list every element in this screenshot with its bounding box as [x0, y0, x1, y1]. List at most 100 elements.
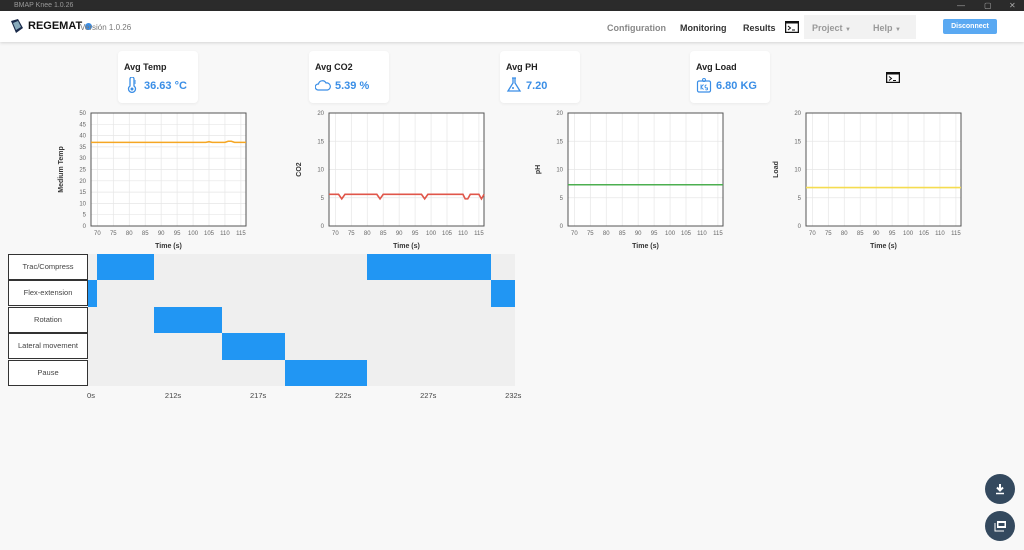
cloud-icon: [315, 80, 331, 91]
row-label-lateral-movement: Lateral movement: [8, 333, 88, 359]
thermometer-icon: [127, 77, 137, 93]
x-tick-label: 85: [857, 231, 864, 237]
timeline-segment-trac-compress: [366, 254, 492, 281]
x-tick-label: 85: [142, 231, 149, 237]
row-label-trac-compress: Trac/Compress: [8, 254, 88, 280]
timeline-segment-lateral-movement: [222, 333, 286, 360]
terminal-icon[interactable]: [886, 72, 900, 83]
plot-border: [90, 112, 247, 227]
disconnect-button[interactable]: Disconnect: [943, 19, 997, 34]
x-axis-label: Time (s): [393, 243, 420, 250]
card-value: 36.63 °C: [144, 80, 187, 92]
y-tick-label: 10: [79, 201, 86, 207]
window-title: BMAP Knee 1.0.26: [14, 2, 74, 9]
nav-monitoring[interactable]: Monitoring: [680, 23, 727, 33]
x-tick-label: 70: [809, 231, 816, 237]
version-label: Versión 1.0.26: [80, 23, 132, 32]
x-tick-label: 105: [204, 231, 215, 237]
timeline-tick-label: 227s: [420, 391, 437, 400]
brand-name: REGEMAT: [28, 20, 83, 32]
card-label: Avg CO2: [315, 62, 353, 72]
flask-icon: [506, 77, 522, 92]
y-tick-label: 5: [321, 196, 325, 202]
x-tick-label: 110: [458, 231, 468, 237]
export-image-button[interactable]: [985, 511, 1015, 541]
y-tick-label: 50: [79, 111, 86, 117]
x-tick-label: 85: [619, 231, 626, 237]
title-bar: BMAP Knee 1.0.26 — ▢ ✕: [0, 0, 1024, 11]
timeline-tick-label: 232s: [505, 391, 522, 400]
y-tick-label: 5: [83, 213, 87, 219]
timeline-area: [88, 254, 515, 386]
card-label: Avg Load: [696, 62, 737, 72]
y-tick-label: 5: [560, 196, 564, 202]
download-button[interactable]: [985, 474, 1015, 504]
timeline-tick-label: 212s: [164, 391, 182, 400]
x-axis-label: Time (s): [870, 243, 897, 250]
y-axis-label: Medium Temp: [58, 146, 65, 193]
y-tick-label: 0: [321, 224, 325, 230]
avg-load-card: Avg Load 6.80 KG: [690, 51, 770, 103]
timeline-segment-trac-compress: [96, 254, 155, 281]
x-tick-label: 70: [94, 231, 101, 237]
timeline-segment-flex-extension: [88, 280, 97, 307]
timeline-segment-flex-extension: [491, 280, 515, 307]
y-tick-label: 40: [79, 134, 86, 140]
menu-project-label: Project: [812, 23, 843, 33]
x-tick-label: 80: [841, 231, 848, 237]
x-tick-label: 95: [174, 231, 181, 237]
y-tick-label: 10: [317, 168, 324, 174]
image-export-icon: [994, 521, 1006, 532]
y-tick-label: 25: [79, 168, 86, 174]
temp-chart: 70 75 80 85 90 95 100 105 110 115 0 5 10 15 20 25 30 35 40…: [58, 111, 247, 250]
caret-down-icon: ▼: [845, 27, 851, 33]
y-tick-label: 20: [317, 111, 324, 117]
plot-border: [328, 112, 485, 227]
x-tick-label: 85: [380, 231, 387, 237]
x-tick-label: 100: [665, 231, 676, 237]
co2-chart: 70 75 80 85 90 95 100 105 110 115 0 5 10 15 20 Time (s)…: [296, 111, 485, 250]
nav-configuration[interactable]: Configuration: [607, 23, 666, 33]
minimize-icon[interactable]: —: [957, 1, 965, 10]
avg-ph-card: Avg PH 7.20: [500, 51, 580, 103]
x-tick-label: 115: [713, 231, 723, 237]
x-tick-label: 95: [889, 231, 896, 237]
series-line: [329, 193, 485, 201]
x-tick-label: 100: [903, 231, 914, 237]
x-tick-label: 80: [364, 231, 371, 237]
x-tick-label: 115: [474, 231, 484, 237]
x-tick-label: 80: [603, 231, 610, 237]
x-tick-label: 95: [412, 231, 419, 237]
y-tick-label: 20: [556, 111, 563, 117]
avg-co2-card: Avg CO2 5.39 %: [309, 51, 389, 103]
card-value: 6.80 KG: [716, 80, 757, 92]
close-icon[interactable]: ✕: [1009, 1, 1016, 10]
y-tick-label: 20: [79, 179, 86, 185]
timeline-tick-label: 222s: [335, 391, 352, 400]
y-tick-label: 15: [556, 139, 563, 145]
card-value: 5.39 %: [335, 80, 370, 92]
x-tick-label: 70: [332, 231, 339, 237]
y-tick-label: 35: [79, 145, 86, 151]
y-axis-label: CO2: [296, 162, 303, 177]
y-tick-label: 10: [794, 168, 801, 174]
x-tick-label: 75: [110, 231, 117, 237]
nav-results[interactable]: Results: [743, 23, 776, 33]
x-tick-label: 115: [236, 231, 246, 237]
x-tick-label: 90: [873, 231, 880, 237]
x-tick-label: 70: [571, 231, 578, 237]
y-tick-label: 0: [83, 224, 87, 230]
row-label-pause: Pause: [8, 360, 88, 386]
terminal-icon[interactable]: [785, 21, 799, 33]
menu-help[interactable]: Help ▼: [873, 23, 901, 33]
y-tick-label: 30: [79, 156, 86, 162]
x-tick-label: 90: [158, 231, 165, 237]
x-tick-label: 100: [426, 231, 437, 237]
maximize-icon[interactable]: ▢: [984, 1, 992, 10]
x-tick-label: 110: [697, 231, 707, 237]
y-tick-label: 15: [794, 139, 801, 145]
menu-group: [804, 15, 916, 39]
x-tick-label: 110: [935, 231, 945, 237]
x-tick-label: 115: [951, 231, 961, 237]
menu-project[interactable]: Project ▼: [812, 23, 851, 33]
